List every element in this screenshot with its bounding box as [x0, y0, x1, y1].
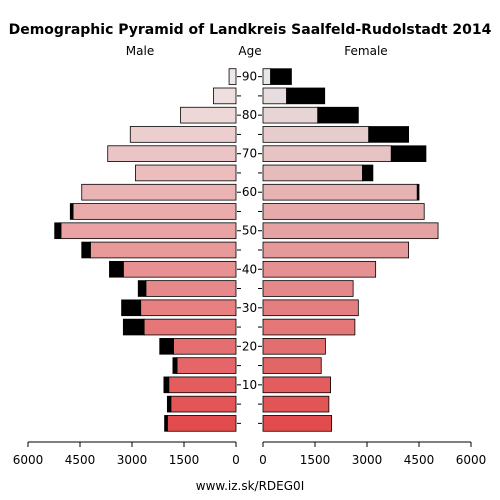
female-excess-bar: [317, 106, 359, 124]
male-excess-bar: [172, 357, 178, 374]
male-excess-bar: [159, 338, 175, 355]
male-excess-bar: [109, 260, 124, 278]
female-bar: [262, 415, 333, 432]
age-tick-label: 80: [242, 108, 257, 122]
chart-title: Demographic Pyramid of Landkreis Saalfel…: [9, 22, 492, 38]
female-label: Female: [344, 44, 387, 58]
male-bars: [54, 68, 237, 432]
male-bar: [213, 87, 237, 105]
female-bar: [262, 338, 326, 355]
male-bar: [180, 106, 237, 124]
male-excess-bar: [164, 415, 168, 432]
male-x-tick-label: 3000: [117, 453, 148, 467]
female-x-axis: 0 1500 3000 4500 6000: [259, 441, 487, 467]
age-label: Age: [238, 44, 261, 58]
male-bar: [166, 415, 237, 432]
female-x-tick-label: 4500: [404, 453, 435, 467]
female-excess-bar: [270, 68, 292, 85]
male-excess-bar: [137, 280, 147, 297]
age-tick-label: 10: [242, 378, 257, 392]
male-excess-bar: [163, 376, 170, 394]
female-bar: [262, 145, 392, 162]
male-bar: [140, 299, 237, 317]
male-bar: [122, 260, 237, 278]
male-bar: [129, 126, 237, 143]
female-x-tick-label: 1500: [300, 453, 331, 467]
female-bar: [262, 87, 287, 105]
male-bar: [176, 357, 237, 374]
female-bar: [262, 203, 425, 220]
female-bar: [262, 299, 359, 317]
female-bar: [262, 280, 354, 297]
male-bar: [173, 338, 237, 355]
age-tick-label: 50: [242, 224, 257, 238]
source-url: www.iz.sk/RDEG0I: [196, 479, 304, 493]
age-tick-label: 70: [242, 147, 257, 161]
male-excess-bar: [121, 299, 142, 317]
male-bar: [145, 280, 237, 297]
male-excess-bar: [54, 222, 62, 240]
female-bar: [262, 376, 331, 394]
male-x-tick-label: 1500: [169, 453, 200, 467]
age-tick-label: 20: [242, 339, 257, 353]
male-excess-bar: [81, 241, 91, 259]
female-x-tick-label: 6000: [456, 453, 487, 467]
age-tick-label: 90: [242, 70, 257, 84]
male-bar: [135, 164, 237, 182]
female-bar: [262, 106, 319, 124]
female-bar: [262, 318, 356, 336]
female-excess-bar: [390, 145, 427, 162]
female-excess-bar: [362, 164, 374, 182]
male-bar: [107, 145, 237, 162]
female-bar: [262, 68, 272, 85]
male-x-tick-label: 0: [232, 453, 240, 467]
female-bar: [262, 222, 439, 240]
age-tick-label: 30: [242, 301, 257, 315]
male-bar: [170, 395, 237, 413]
male-bar: [72, 203, 237, 220]
female-x-tick-label: 0: [259, 453, 267, 467]
female-bar: [262, 260, 377, 278]
male-excess-bar: [166, 395, 172, 413]
female-x-tick-label: 3000: [352, 453, 383, 467]
male-excess-bar: [69, 203, 74, 220]
female-bar: [262, 357, 322, 374]
male-x-tick-label: 4500: [65, 453, 96, 467]
female-bar: [262, 183, 418, 201]
male-bar: [143, 318, 237, 336]
age-axis: 90 80 70 60 50 40 30 20 10: [237, 70, 262, 424]
female-excess-bar: [286, 87, 326, 105]
male-bar: [168, 376, 237, 394]
female-bar: [262, 395, 330, 413]
male-bar: [60, 222, 237, 240]
male-bar: [81, 183, 237, 201]
age-tick-label: 60: [242, 185, 257, 199]
female-bar: [262, 164, 363, 182]
female-excess-bar: [416, 183, 420, 201]
male-x-axis: 6000 4500 3000 1500 0: [13, 441, 240, 467]
male-bar: [90, 241, 237, 259]
female-bars: [262, 68, 439, 432]
age-tick-label: 40: [242, 262, 257, 276]
female-bar: [262, 126, 370, 143]
female-excess-bar: [368, 126, 410, 143]
male-excess-bar: [122, 318, 145, 336]
male-bar: [228, 68, 237, 85]
male-x-tick-label: 6000: [13, 453, 44, 467]
male-label: Male: [126, 44, 154, 58]
female-bar: [262, 241, 410, 259]
